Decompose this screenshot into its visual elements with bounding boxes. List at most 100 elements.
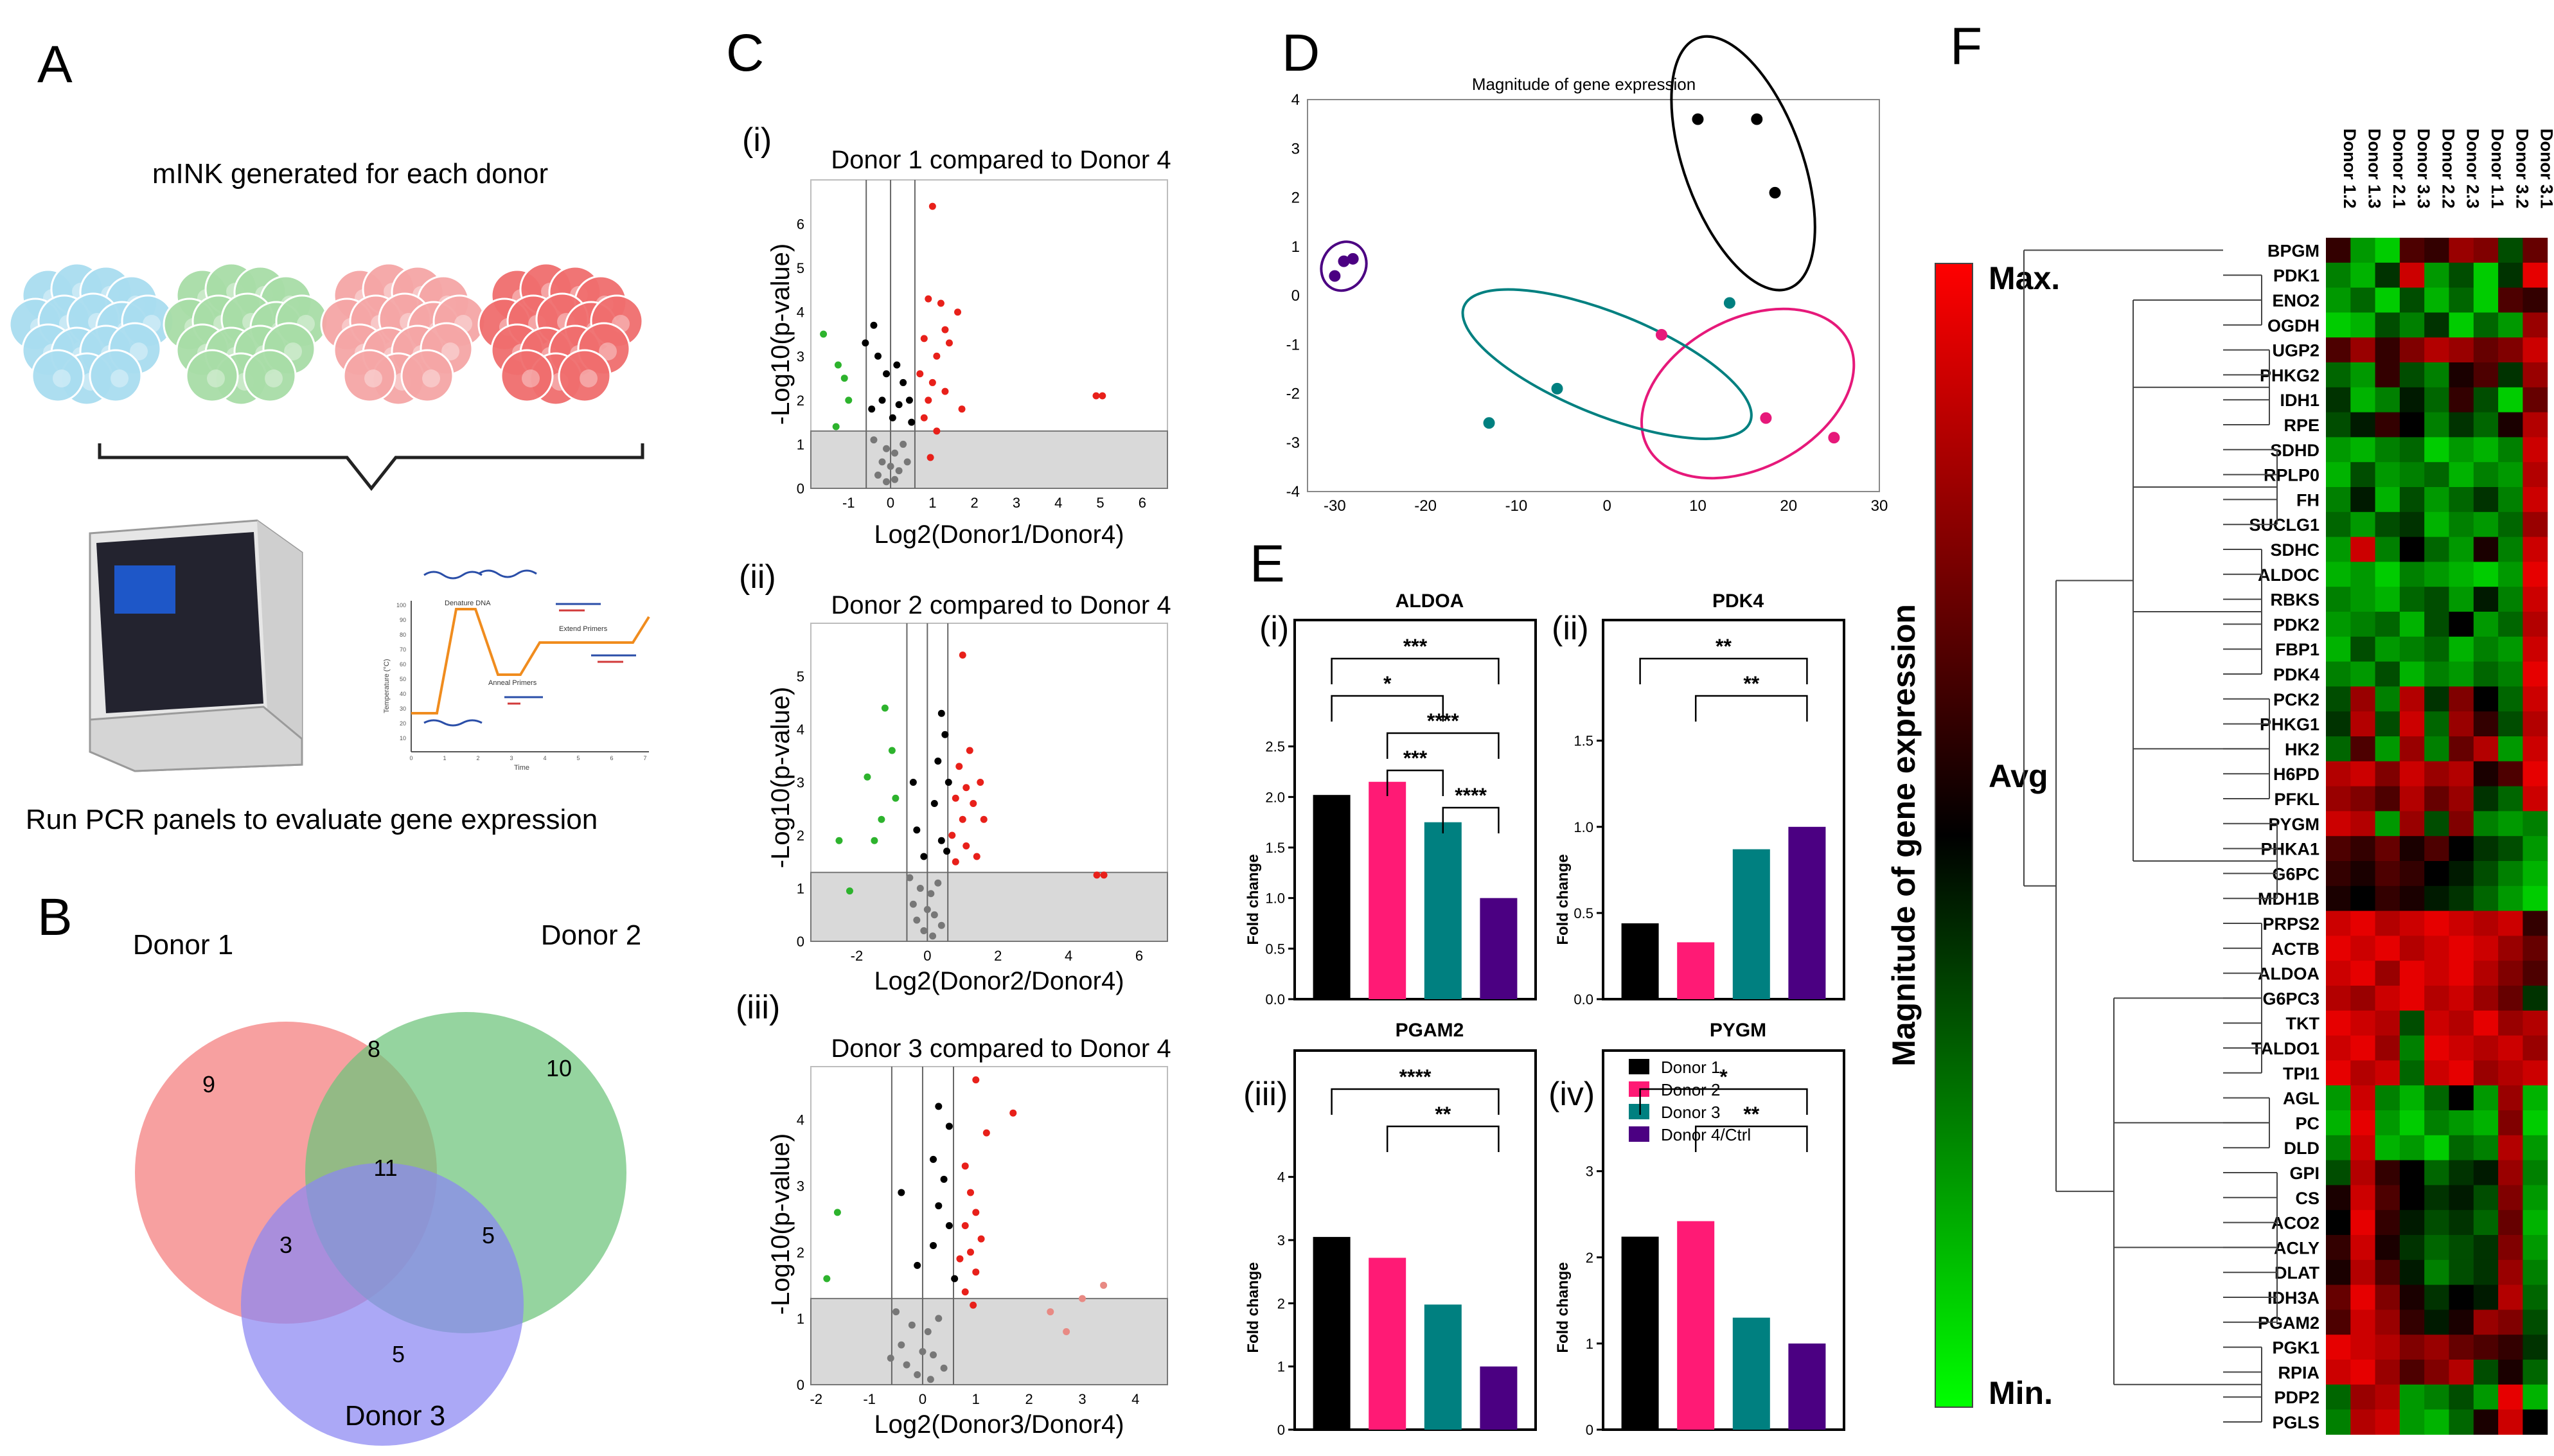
significance-label: * xyxy=(1719,1065,1728,1088)
heatmap-cell-IDH3A-6 xyxy=(2449,1284,2474,1310)
volcano-point-3-up-7 xyxy=(961,1222,969,1229)
heatmap-row-label: ACO2 xyxy=(2271,1214,2319,1233)
pca-xtick: -10 xyxy=(1505,497,1528,515)
volcano-point-3-up-6 xyxy=(972,1209,980,1216)
heatmap-cell-MDH1B-8 xyxy=(2498,885,2523,912)
venn-value-all: 11 xyxy=(373,1155,397,1181)
volcano-ytick: 5 xyxy=(797,669,804,685)
volcano-point-2-up-15 xyxy=(1100,871,1108,879)
heatmap-cell-RBKS-4 xyxy=(2399,587,2425,612)
volcano-point-2-up-11 xyxy=(962,842,970,849)
heatmap-cell-PHKG1-3 xyxy=(2375,711,2400,737)
heatmap-cell-PRPS2-5 xyxy=(2424,910,2449,936)
heatmap-cell-PHKA1-6 xyxy=(2449,836,2474,862)
heatmap-cell-RPIA-7 xyxy=(2473,1360,2499,1385)
heatmap-cell-PYGM-6 xyxy=(2449,811,2474,837)
heatmap-cell-FH-5 xyxy=(2424,487,2449,513)
heatmap-cell-PHKG2-3 xyxy=(2375,362,2400,388)
heatmap-row-label: FH xyxy=(2296,490,2319,510)
volcano-point-3-ns_light-2 xyxy=(1078,1295,1086,1302)
heatmap-cell-RBKS-8 xyxy=(2498,587,2523,612)
volcano-point-2-up-4 xyxy=(962,784,970,792)
colorbar xyxy=(1935,263,1973,1408)
heatmap-cell-PFKL-2 xyxy=(2350,786,2376,812)
volcano-point-1-ns_gray-5 xyxy=(878,458,886,466)
cell-nucleus-3-16 xyxy=(422,369,440,387)
heatmap-cell-ALDOC-1 xyxy=(2326,562,2351,587)
mini-ytick: 50 xyxy=(400,676,406,682)
volcano-title-1: Donor 1 compared to Donor 4 xyxy=(831,146,1171,174)
pca-ytick: -3 xyxy=(1286,434,1300,452)
heatmap-cell-PHKG2-5 xyxy=(2424,362,2449,388)
volcano-point-2-ns_gray-3 xyxy=(927,890,935,898)
heatmap-cell-OGDH-3 xyxy=(2375,312,2400,338)
legend-swatch-donor-1 xyxy=(1629,1059,1649,1074)
heatmap-cell-PGLS-6 xyxy=(2449,1409,2474,1435)
heatmap-cell-TPI1-8 xyxy=(2498,1060,2523,1086)
bar-roman-4: (iv) xyxy=(1548,1076,1595,1113)
heatmap-cell-ACO2-9 xyxy=(2523,1210,2548,1236)
heatmap-row-label: PGK1 xyxy=(2272,1338,2319,1358)
heatmap-cell-PDK2-4 xyxy=(2399,612,2425,637)
bar-ALDOA-1 xyxy=(1313,795,1351,999)
mini-ytick: 40 xyxy=(400,691,406,697)
heatmap-cell-ACTB-5 xyxy=(2424,936,2449,961)
bar-PDK4-2 xyxy=(1677,942,1715,999)
heatmap-row-label: ENO2 xyxy=(2272,291,2319,310)
pca-ytick: 4 xyxy=(1291,91,1300,109)
heatmap-cell-DLAT-5 xyxy=(2424,1259,2449,1286)
pca-xtick: 30 xyxy=(1871,497,1888,515)
legend-swatch-donor-4 xyxy=(1629,1126,1649,1142)
cell-4-15 xyxy=(500,349,554,403)
heatmap-cell-ALDOA-2 xyxy=(2350,961,2376,986)
heatmap-cell-TKT-8 xyxy=(2498,1010,2523,1036)
pcr-machine-icon xyxy=(89,519,303,772)
heatmap-cell-SDHD-8 xyxy=(2498,437,2523,463)
heatmap-cell-RPIA-2 xyxy=(2350,1360,2376,1385)
heatmap-cell-PDK2-5 xyxy=(2424,612,2449,637)
heatmap-cell-IDH1-1 xyxy=(2326,387,2351,413)
heatmap-cell-FBP1-2 xyxy=(2350,636,2376,662)
heatmap-cell-PDK4-5 xyxy=(2424,661,2449,687)
heatmap-cell-G6PC-8 xyxy=(2498,861,2523,887)
heatmap-cell-PGLS-1 xyxy=(2326,1409,2351,1435)
panel-letter-c: C xyxy=(726,24,764,82)
volcano-point-3-up-3 xyxy=(982,1129,990,1137)
significance-label: *** xyxy=(1403,635,1428,658)
heatmap-cell-CS-7 xyxy=(2473,1185,2499,1211)
volcano-point-1-ns_gray-10 xyxy=(903,458,911,466)
volcano-point-2-down-4 xyxy=(892,794,900,802)
bar-ytick-label: 1.0 xyxy=(1574,819,1593,835)
volcano-point-3-ns_gray-5 xyxy=(898,1341,905,1349)
heatmap-cell-PRPS2-6 xyxy=(2449,910,2474,936)
heatmap-cell-PRPS2-4 xyxy=(2399,910,2425,936)
heatmap-cell-ACO2-5 xyxy=(2424,1210,2449,1236)
bar-ytick-label: 4 xyxy=(1277,1169,1285,1185)
heatmap-cell-G6PC-3 xyxy=(2375,861,2400,887)
heatmap-cell-PDK1-6 xyxy=(2449,262,2474,289)
pca-ellipse-1 xyxy=(1670,35,1816,292)
heatmap-row-label: SDHC xyxy=(2270,540,2319,560)
heatmap-cell-PHKG2-8 xyxy=(2498,362,2523,388)
heatmap-row-label: G6PC3 xyxy=(2262,989,2319,1008)
pca-point-donor-1-3 xyxy=(1769,186,1781,199)
volcano-point-1-ns-4 xyxy=(883,370,891,378)
volcano-point-3-ns-9 xyxy=(914,1261,921,1269)
heatmap-cell-SDHC-6 xyxy=(2449,537,2474,562)
heatmap-cell-ACTB-3 xyxy=(2375,936,2400,961)
heatmap-cell-PGAM2-3 xyxy=(2375,1310,2400,1335)
volcano-nonsig-region-3 xyxy=(810,1297,1168,1385)
mini-ytick: 90 xyxy=(400,617,406,623)
volcano-point-1-up-6 xyxy=(920,335,928,342)
heatmap-row-label: PDP2 xyxy=(2274,1388,2319,1407)
heatmap-cell-BPGM-4 xyxy=(2399,238,2425,263)
heatmap-cell-PHKG1-7 xyxy=(2473,711,2499,737)
volcano-point-1-ns_gray-4 xyxy=(900,440,907,448)
volcano-point-1-up-3 xyxy=(937,299,944,307)
heatmap-cell-IDH1-2 xyxy=(2350,387,2376,413)
mini-xtick: 4 xyxy=(543,755,546,761)
heatmap-cell-GPI-3 xyxy=(2375,1160,2400,1185)
volcano-point-1-down-5 xyxy=(832,423,840,431)
pca-ellipse-2 xyxy=(1640,307,1856,480)
volcano-point-3-ns_gray-12 xyxy=(887,1354,894,1362)
